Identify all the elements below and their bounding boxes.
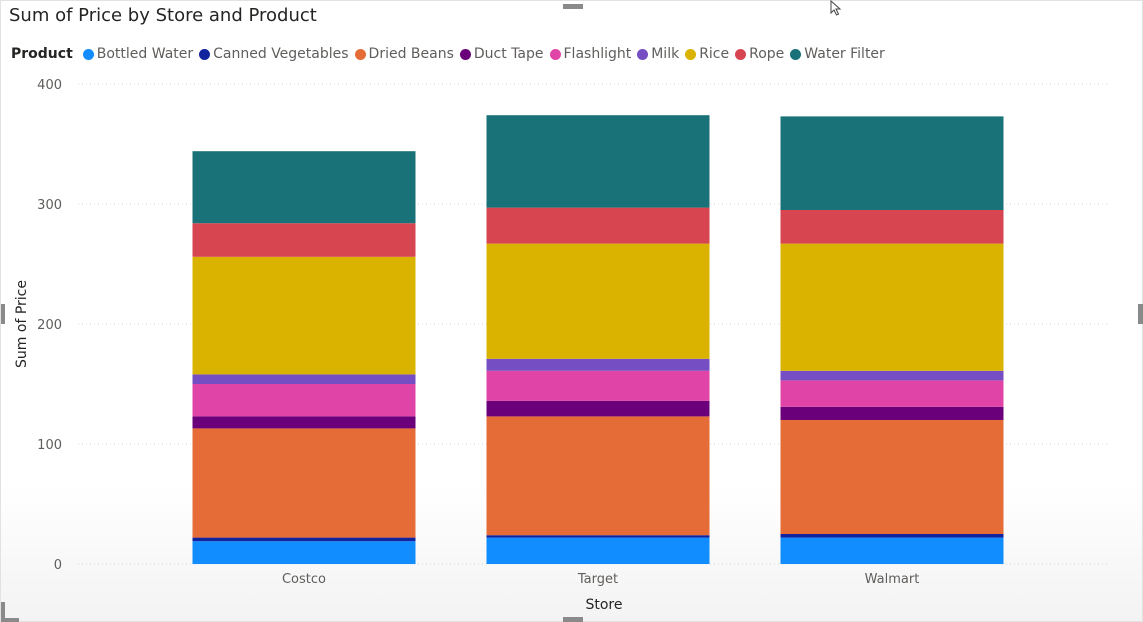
bar-segment[interactable] [486,535,710,538]
resize-handle-bottom-left[interactable] [1,602,5,622]
legend-item[interactable]: Milk [637,46,679,62]
bar-segment[interactable] [486,115,710,208]
legend-item[interactable]: Flashlight [549,46,632,62]
legend-dot-icon [354,48,366,60]
y-tick-label: 400 [37,78,62,93]
legend-label: Milk [651,46,680,62]
bar-segment[interactable] [780,370,1004,381]
bar-segment[interactable] [486,537,710,564]
x-tick-label: Walmart [865,572,920,587]
resize-handle-bottom[interactable] [563,617,583,622]
legend-label: Duct Tape [473,46,544,62]
legend-dot-icon [735,48,747,60]
legend-item[interactable]: Rope [735,46,784,62]
bar-segment[interactable] [780,116,1004,210]
bar-segment[interactable] [486,416,710,536]
legend-label: Water Filter [804,46,885,62]
x-tick-label: Costco [282,572,326,587]
legend-item[interactable]: Canned Vegetables [199,46,349,62]
legend-dot-icon [790,48,802,60]
legend-dot-icon [82,48,94,60]
bar-segment[interactable] [780,537,1004,564]
bar-segment[interactable] [192,416,416,429]
legend-item[interactable]: Water Filter [790,46,885,62]
bar-segment[interactable] [192,428,416,538]
y-tick-label: 0 [54,558,62,573]
resize-handle-top[interactable] [563,4,583,9]
legend-dot-icon [549,48,561,60]
legend-label: Flashlight [563,46,632,62]
bar-segment[interactable] [486,243,710,359]
y-axis-title: Sum of Price [14,280,30,368]
bar-segment[interactable] [780,534,1004,538]
bar-segment[interactable] [192,541,416,564]
legend-label: Rope [749,46,785,62]
y-tick-label: 200 [37,318,62,333]
bar-segment[interactable] [780,420,1004,534]
bar-segment[interactable] [192,537,416,542]
bar-segment[interactable] [192,374,416,384]
bar-segment[interactable] [780,243,1004,371]
resize-handle-left[interactable] [1,304,5,324]
legend-item[interactable]: Duct Tape [459,46,544,62]
legend-item[interactable]: Rice [685,46,729,62]
legend-title: Product [11,46,73,62]
legend-label: Rice [699,46,730,62]
legend-item[interactable]: Bottled Water [82,46,194,62]
chart-title: Sum of Price by Store and Product [9,5,317,26]
legend-item[interactable]: Dried Beans [354,46,454,62]
legend-dot-icon [685,48,697,60]
y-tick-label: 100 [37,438,62,453]
bar-segment[interactable] [192,151,416,224]
bar-segment[interactable] [486,207,710,244]
bar-segment[interactable] [192,256,416,375]
legend-label: Canned Vegetables [213,46,349,62]
y-tick-label: 300 [37,198,62,213]
x-tick-label: Target [577,572,618,587]
mouse-cursor-icon [830,0,842,16]
bar-segment[interactable] [192,384,416,417]
legend-dot-icon [199,48,211,60]
resize-handle-right[interactable] [1138,304,1143,324]
legend-dot-icon [459,48,471,60]
legend-label: Dried Beans [368,46,454,62]
bar-segment[interactable] [486,370,710,401]
bar-segment[interactable] [780,406,1004,420]
bar-segment[interactable] [486,358,710,371]
legend: Product Bottled Water Canned Vegetables Dr… [11,45,891,63]
bar-segment[interactable] [780,210,1004,244]
bar-segment[interactable] [780,380,1004,407]
bar-segment[interactable] [192,223,416,257]
resize-handle-bottom-left-h[interactable] [1,618,19,622]
legend-label: Bottled Water [96,46,194,62]
legend-dot-icon [637,48,649,60]
x-axis-title: Store [585,597,622,613]
bar-segment[interactable] [486,400,710,417]
